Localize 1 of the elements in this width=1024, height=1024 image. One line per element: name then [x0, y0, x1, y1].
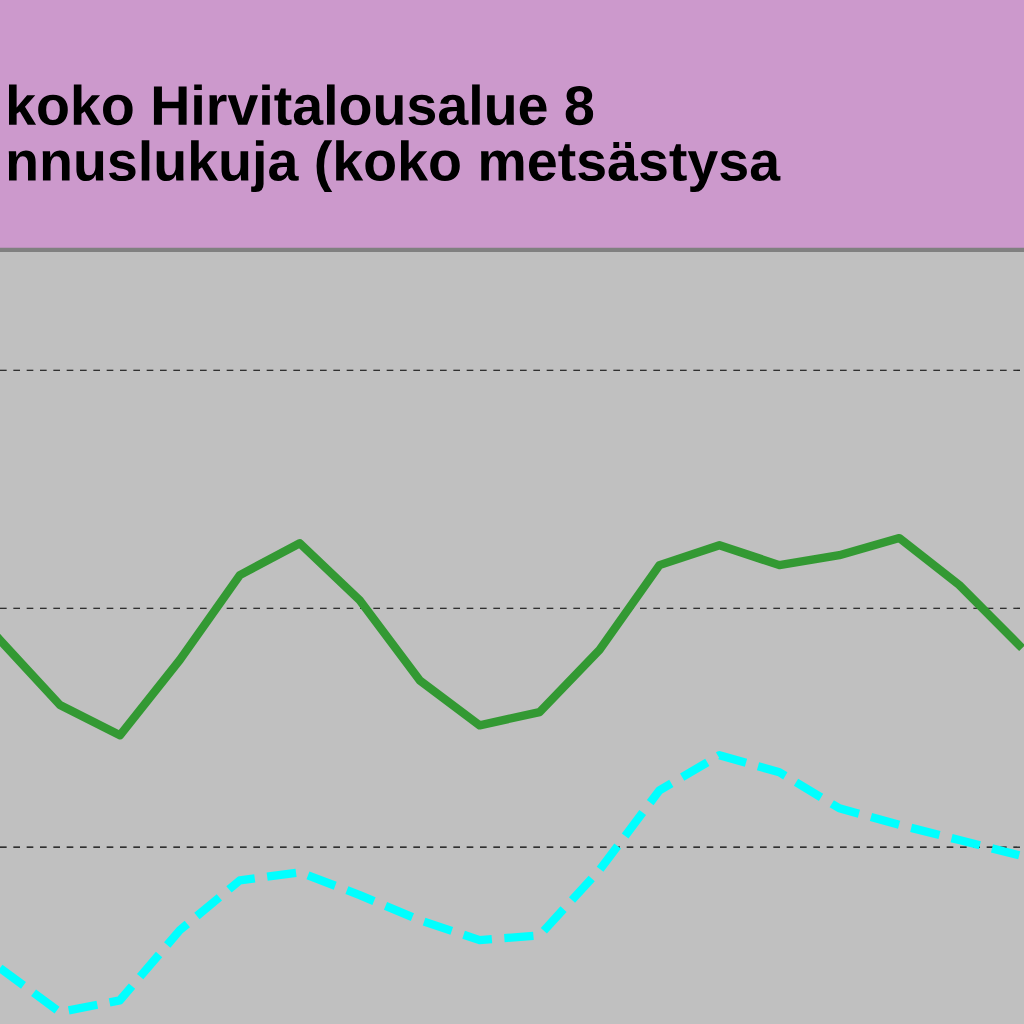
chart-title: koko Hirvitalousalue 8 nnuslukuja (koko metsästysa — [8, 84, 781, 193]
